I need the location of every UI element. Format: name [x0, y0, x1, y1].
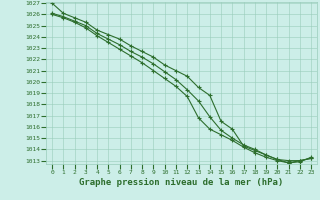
X-axis label: Graphe pression niveau de la mer (hPa): Graphe pression niveau de la mer (hPa) — [79, 178, 284, 187]
